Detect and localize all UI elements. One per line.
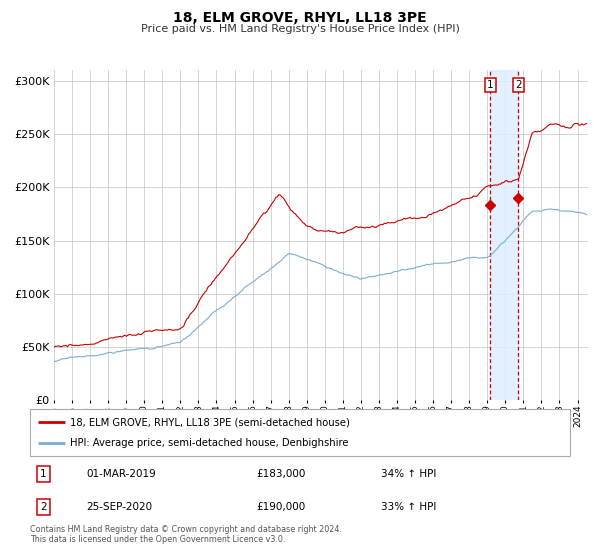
Text: £190,000: £190,000 xyxy=(257,502,306,512)
Text: 01-MAR-2019: 01-MAR-2019 xyxy=(86,469,157,479)
Text: 2: 2 xyxy=(40,502,47,512)
Text: Price paid vs. HM Land Registry's House Price Index (HPI): Price paid vs. HM Land Registry's House … xyxy=(140,24,460,34)
Text: 33% ↑ HPI: 33% ↑ HPI xyxy=(381,502,436,512)
Text: £183,000: £183,000 xyxy=(257,469,306,479)
Text: 2: 2 xyxy=(515,80,522,90)
FancyBboxPatch shape xyxy=(30,409,570,456)
Text: 34% ↑ HPI: 34% ↑ HPI xyxy=(381,469,436,479)
Text: 18, ELM GROVE, RHYL, LL18 3PE: 18, ELM GROVE, RHYL, LL18 3PE xyxy=(173,11,427,25)
Text: 18, ELM GROVE, RHYL, LL18 3PE (semi-detached house): 18, ELM GROVE, RHYL, LL18 3PE (semi-deta… xyxy=(71,417,350,427)
Text: 25-SEP-2020: 25-SEP-2020 xyxy=(86,502,153,512)
Text: HPI: Average price, semi-detached house, Denbighshire: HPI: Average price, semi-detached house,… xyxy=(71,438,349,448)
Text: 1: 1 xyxy=(487,80,494,90)
Bar xyxy=(490,70,518,400)
Text: Contains HM Land Registry data © Crown copyright and database right 2024.
This d: Contains HM Land Registry data © Crown c… xyxy=(30,525,342,544)
Text: 1: 1 xyxy=(40,469,47,479)
